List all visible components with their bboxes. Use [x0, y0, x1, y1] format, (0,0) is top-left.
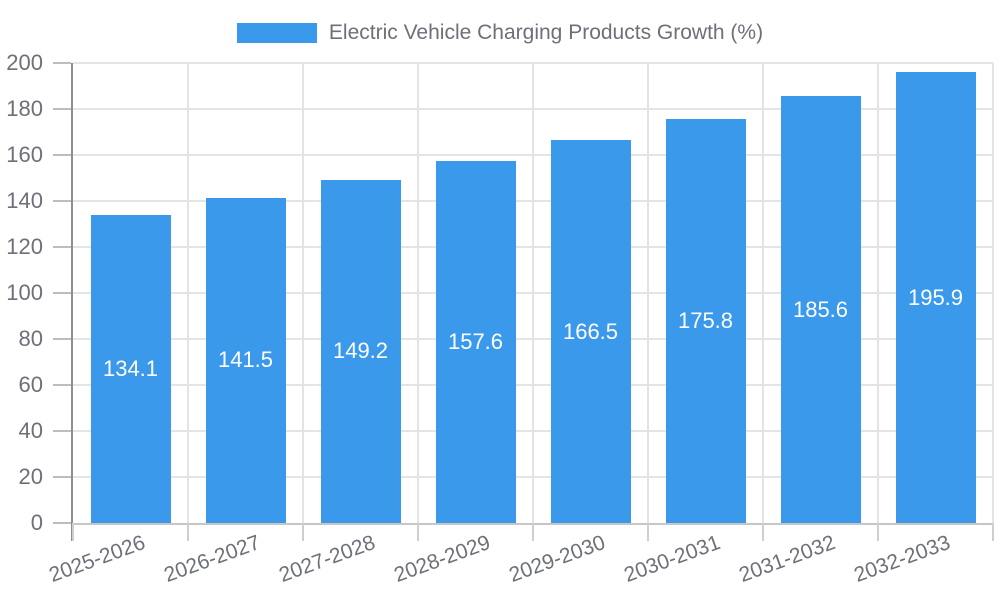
bar[interactable]	[550, 140, 631, 523]
x-tick-label: 2029-2030	[506, 531, 609, 587]
bar[interactable]	[780, 96, 861, 523]
bar[interactable]	[320, 179, 401, 523]
y-axis-tick	[53, 108, 71, 110]
legend-label: Electric Vehicle Charging Products Growt…	[328, 21, 764, 44]
bar-value-label: 175.8	[677, 307, 734, 333]
x-axis-tick	[877, 523, 879, 541]
bar-value-label: 166.5	[562, 318, 619, 344]
bar-value-label: 141.5	[217, 347, 274, 373]
x-tick-label: 2027-2028	[276, 531, 379, 587]
legend-item[interactable]: Electric Vehicle Charging Products Growt…	[236, 21, 764, 45]
x-tick-label: 2032-2033	[851, 531, 954, 587]
gridline-vertical	[187, 63, 189, 523]
gridline-vertical	[647, 63, 649, 523]
gridline-vertical	[302, 63, 304, 523]
y-axis-tick	[53, 430, 71, 432]
y-tick-label: 200	[6, 50, 43, 75]
y-axis-tick	[53, 338, 71, 340]
y-tick-label: 20	[18, 464, 43, 489]
y-tick-label: 100	[6, 280, 43, 305]
y-tick-label: 120	[6, 234, 43, 259]
x-tick-label: 2028-2029	[391, 531, 494, 587]
y-tick-label: 140	[6, 188, 43, 213]
x-axis-tick	[302, 523, 304, 541]
x-axis-tick	[647, 523, 649, 541]
y-tick-label: 180	[6, 96, 43, 121]
y-tick-label: 160	[6, 142, 43, 167]
bar-value-label: 185.6	[792, 296, 849, 322]
bar-value-label: 149.2	[332, 338, 389, 364]
x-tick-label: 2025-2026	[46, 531, 149, 587]
y-tick-label: 40	[18, 418, 43, 443]
x-axis-tick	[532, 523, 534, 541]
bar[interactable]	[205, 197, 286, 523]
gridline-vertical	[877, 63, 879, 523]
bar[interactable]	[665, 118, 746, 523]
bar[interactable]	[90, 214, 171, 523]
x-axis-tick	[762, 523, 764, 541]
y-axis-tick	[53, 62, 71, 64]
gridline-vertical	[417, 63, 419, 523]
y-tick-label: 0	[30, 510, 43, 535]
x-axis-tick	[187, 523, 189, 541]
gridline-vertical	[762, 63, 764, 523]
y-axis-tick	[53, 200, 71, 202]
x-axis-tick	[417, 523, 419, 541]
y-axis-tick	[53, 384, 71, 386]
plot-area: 0 20 40 60 80 100 120 140 160 180 200 134.1 141.5 149…	[6, 50, 994, 587]
x-axis-tick	[72, 523, 74, 541]
y-axis-tick	[53, 292, 71, 294]
x-tick-label: 2031-2032	[736, 531, 839, 587]
gridline-vertical	[532, 63, 534, 523]
legend: Electric Vehicle Charging Products Growt…	[0, 20, 1000, 46]
x-tick-label: 2026-2027	[161, 531, 264, 587]
y-tick-label: 80	[18, 326, 43, 351]
bar[interactable]	[895, 72, 976, 523]
bar-value-label: 157.6	[447, 328, 504, 354]
y-axis-tick	[53, 522, 71, 524]
x-axis-tick	[992, 523, 994, 541]
gridline-vertical	[992, 63, 994, 523]
y-tick-label: 60	[18, 372, 43, 397]
y-axis-line	[71, 63, 73, 541]
y-axis-tick	[53, 154, 71, 156]
y-axis-tick	[53, 476, 71, 478]
x-tick-label: 2030-2031	[621, 531, 724, 587]
bar[interactable]	[435, 160, 516, 523]
bar-value-label: 195.9	[907, 284, 964, 310]
bar-value-label: 134.1	[102, 355, 159, 381]
y-axis-tick	[53, 246, 71, 248]
legend-swatch	[236, 23, 317, 43]
